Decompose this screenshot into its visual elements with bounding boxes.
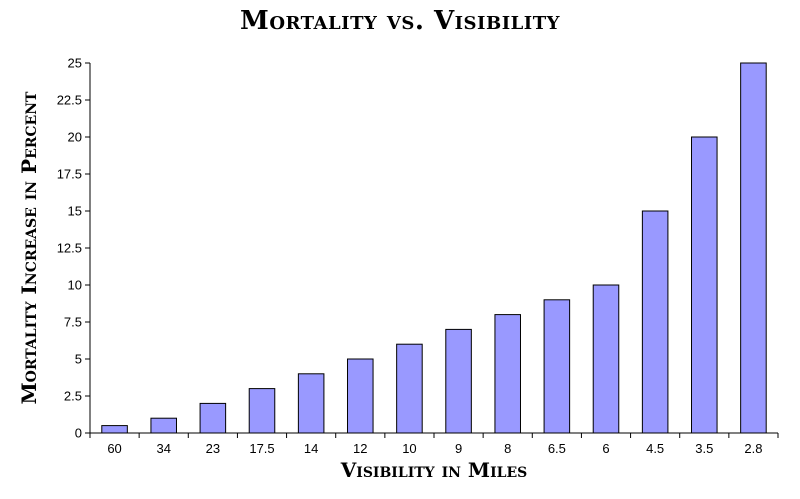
x-tick-label: 23	[206, 441, 220, 456]
x-tick-label: 6.5	[548, 441, 566, 456]
x-tick-label: 60	[107, 441, 121, 456]
y-tick-label: 22.5	[57, 93, 82, 108]
bar-6	[592, 284, 620, 434]
bar-23	[199, 402, 227, 434]
y-tick-label: 25	[68, 56, 82, 71]
y-tick-label: 10	[68, 278, 82, 293]
bar-9	[445, 328, 472, 434]
x-tick-label: 12	[353, 441, 367, 456]
bar-4.5	[641, 210, 669, 434]
y-tick-label: 17.5	[57, 167, 82, 182]
y-tick-label: 0	[75, 426, 82, 441]
x-ticks-group: 60 34 23 17.5 14 12 10 9 8 6.5 6 4.5 3.5 2.8	[89, 433, 779, 456]
y-tick-label: 7.5	[64, 315, 82, 330]
x-tick-label: 34	[156, 441, 170, 456]
y-tick-label: 2.5	[64, 389, 82, 404]
bar-2.8	[740, 62, 767, 434]
bar-8	[494, 314, 521, 434]
x-tick-label: 6	[602, 441, 609, 456]
x-tick-label: 2.8	[744, 441, 762, 456]
y-tick-label: 20	[68, 130, 82, 145]
x-axis-label: Visibility in Miles	[340, 458, 528, 482]
bar-10	[396, 343, 423, 434]
bar-17.5	[248, 388, 276, 434]
y-tick-label: 12.5	[57, 241, 82, 256]
x-tick-label: 10	[402, 441, 416, 456]
y-tick-label: 15	[68, 204, 82, 219]
x-tick-label: 14	[304, 441, 318, 456]
x-tick-label: 8	[504, 441, 511, 456]
bar-60	[101, 425, 128, 434]
bar-3.5	[691, 136, 718, 434]
chart-title: Mortality vs. Visibility	[240, 6, 560, 36]
x-tick-label: 9	[455, 441, 462, 456]
bar-6.5	[543, 299, 571, 434]
bars-group	[101, 62, 767, 434]
x-tick-label: 17.5	[249, 441, 274, 456]
x-tick-label: 3.5	[695, 441, 713, 456]
axes-group	[89, 63, 778, 434]
bar-14	[297, 373, 325, 434]
y-ticks-group: 0 2.5 5 7.5 10 12.5 15 17.5 20 22.5 25	[57, 56, 90, 441]
x-tick-label: 4.5	[646, 441, 664, 456]
y-tick-label: 5	[75, 352, 82, 367]
bar-34	[150, 417, 177, 434]
bar-12	[347, 358, 374, 434]
